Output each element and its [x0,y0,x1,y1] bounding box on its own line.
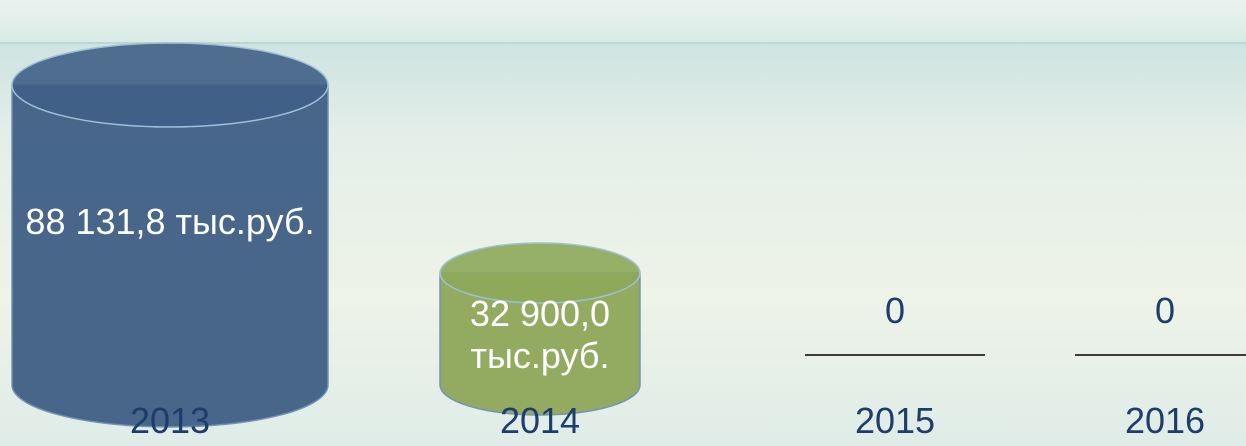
cylinder-body [439,272,641,416]
value-label: 32 900,0 тыс.руб. [469,293,611,376]
x-tick-label: 2013 [129,400,211,441]
value-label: 88 131,8 тыс.руб. [25,201,315,243]
x-tick-label: 2015 [854,400,936,441]
value-label: 0 [884,290,906,331]
x-tick-label: 2016 [1124,400,1206,441]
cylinder-body [11,84,329,428]
x-tick-label: 2014 [499,400,581,441]
header-band [0,0,1246,44]
cylinder-top [11,42,329,128]
cylinder-top [439,242,641,304]
value-label: 0 [1154,290,1176,331]
